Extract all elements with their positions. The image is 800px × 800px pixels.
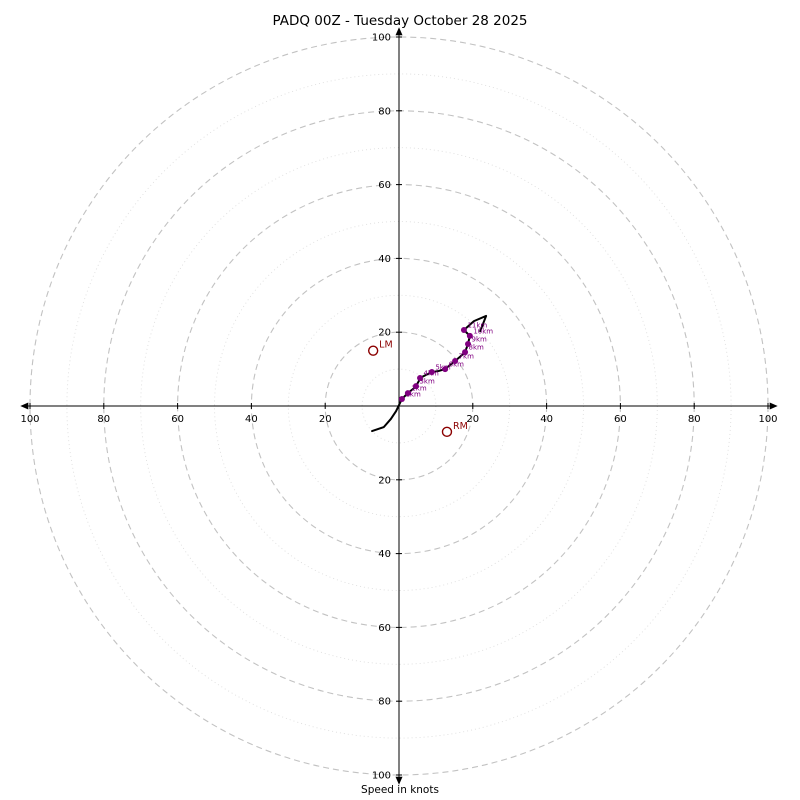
altitude-dot-2km [404,390,411,397]
altitude-label-6km: 6km [449,361,465,369]
altitude-label-8km: 8km [469,344,485,352]
x-tick-label-left-40: 40 [245,414,258,425]
x-tick-label-left-20: 20 [319,414,332,425]
altitude-dot-4km [417,374,424,381]
altitude-dot-9km [465,341,472,348]
x-tick-label-left-80: 80 [97,414,110,425]
y-tick-label-top-80: 80 [378,106,391,117]
y-tick-label-bottom-20: 20 [378,475,391,486]
x-tick-label-right-60: 60 [614,414,627,425]
altitude-dot-5km [428,369,435,376]
altitude-dot-11km [460,326,467,333]
y-tick-label-top-60: 60 [378,180,391,191]
x-tick-label-left-100: 100 [20,414,39,425]
x-axis-arrow-left [20,402,29,410]
altitude-label-3km: 3km [419,378,435,386]
x-tick-label-right-80: 80 [688,414,701,425]
altitude-dot-10km [466,332,473,339]
altitude-label-10km: 10km [473,327,493,335]
altitude-dot-8km [462,349,469,356]
storm-motion-marker-RM [441,426,453,438]
x-tick-label-right-100: 100 [758,414,777,425]
altitude-label-11km: 11km [467,321,487,329]
storm-motion-label-RM: RM [453,421,468,432]
altitude-dot-1km [398,395,405,402]
x-tick-label-right-40: 40 [540,414,553,425]
x-tick-label-left-60: 60 [171,414,184,425]
altitude-dot-7km [452,357,459,364]
y-tick-label-top-100: 100 [372,33,391,44]
x-tick-label-right-20: 20 [466,414,479,425]
y-tick-label-bottom-100: 100 [372,771,391,782]
altitude-dot-6km [442,366,449,373]
y-tick-label-top-40: 40 [378,254,391,265]
altitude-dot-3km [412,383,419,390]
y-axis-arrow-top [395,27,403,36]
polar-plot-area: 20 20 20 20 40 40 40 40 60 60 60 60 80 80 80 80 100 100 10… [20,27,778,785]
altitude-label-1km: 1km [405,390,421,398]
x-axis-arrow-right [769,402,778,410]
y-axis-arrow-bottom [395,776,403,785]
chart-title: PADQ 00Z - Tuesday October 28 2025 [272,13,527,29]
y-tick-label-top-20: 20 [378,328,391,339]
altitude-label-7km: 7km [459,352,475,360]
storm-motion-marker-LM [367,345,379,356]
y-tick-label-bottom-60: 60 [378,623,391,634]
y-tick-label-bottom-40: 40 [378,549,391,560]
y-tick-label-bottom-80: 80 [378,697,391,708]
altitude-label-2km: 2km [411,385,427,393]
x-axis-label: Speed in knots [361,784,439,796]
altitude-label-9km: 9km [472,336,488,344]
storm-motion-label-LM: LM [379,340,393,351]
